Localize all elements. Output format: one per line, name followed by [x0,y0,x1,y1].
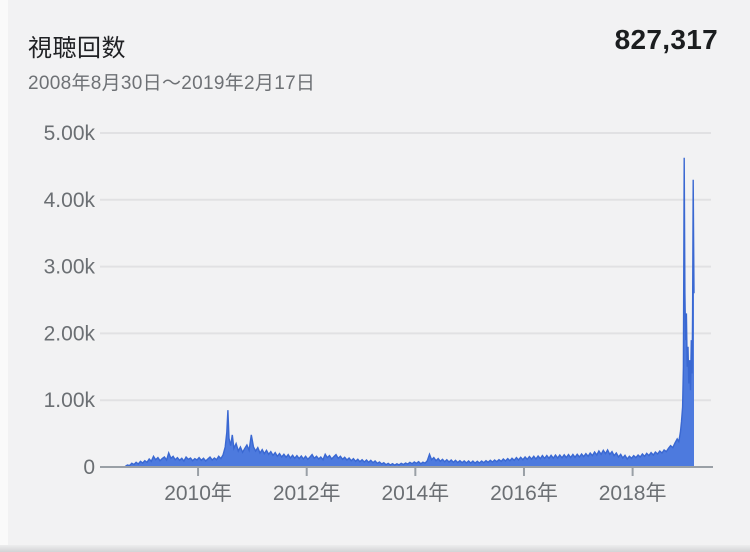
y-axis-tick-label: 1.00k [44,389,96,412]
views-area-series [125,157,695,467]
y-axis-tick-label: 4.00k [44,189,96,212]
y-axis-tick-label: 0 [83,456,95,479]
x-axis-tick-label: 2016年 [490,482,558,505]
date-range-label: 2008年8月30日〜2019年2月17日 [28,73,316,94]
page-title: 視聴回数 [28,35,126,62]
x-axis-tick-label: 2018年 [599,482,667,505]
views-area-outline [124,157,695,468]
y-axis-tick-label: 3.00k [44,256,96,279]
total-views-value: 827,317 [614,24,718,55]
card-left-edge [0,0,8,552]
y-axis-tick-label: 5.00k [44,122,96,145]
x-axis-tick-label: 2010年 [164,482,232,505]
x-axis-tick-label: 2014年 [381,482,449,505]
card-bottom-divider [0,545,750,552]
y-axis-tick-label: 2.00k [44,322,96,345]
x-axis-tick-label: 2012年 [273,482,341,505]
